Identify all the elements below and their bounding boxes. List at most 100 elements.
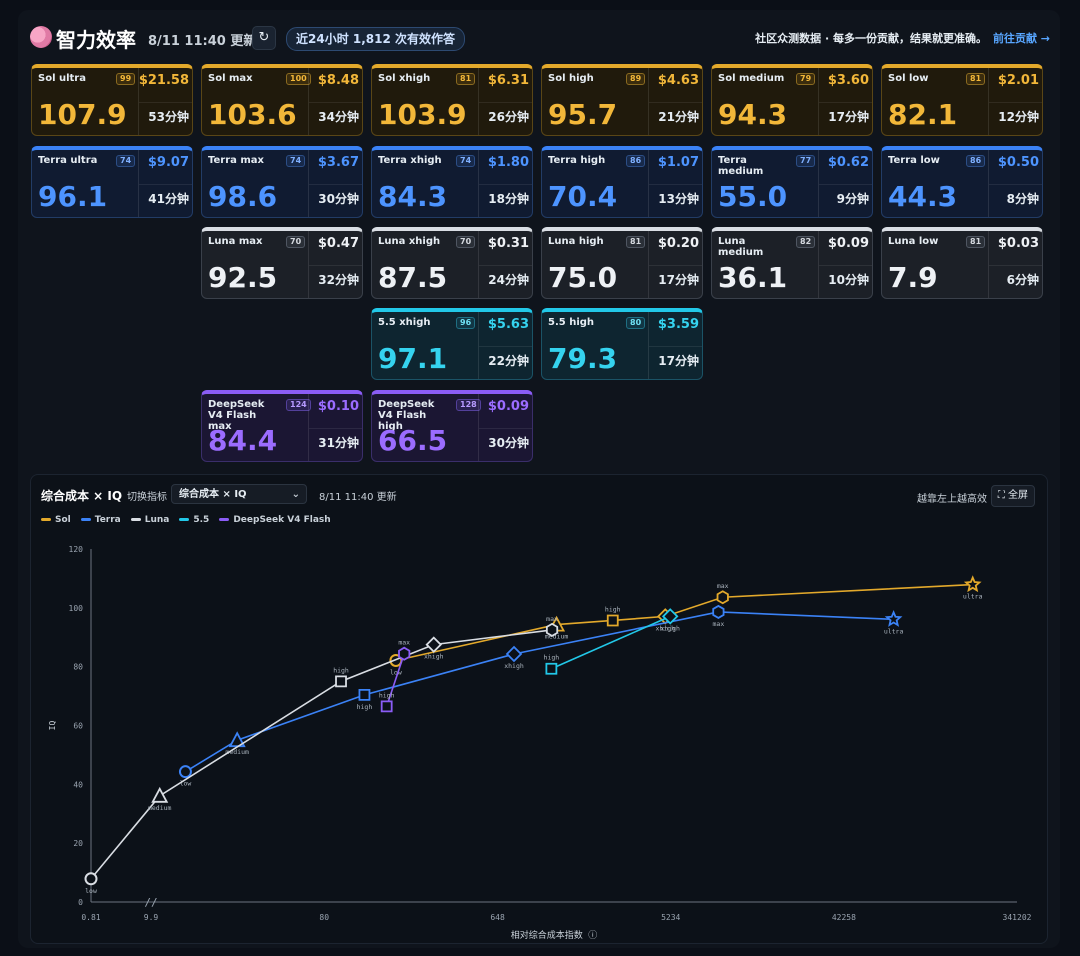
refresh-button[interactable]: ↻ [252, 26, 276, 50]
model-card[interactable]: DeepSeek V4 Flash high 128 66.5 $0.09 30分钟 [371, 390, 533, 462]
model-card[interactable]: Sol xhigh 81 103.9 $6.31 26分钟 [371, 64, 533, 136]
duration: 17分钟 [658, 273, 699, 287]
sample-count-badge: 89 [626, 73, 646, 85]
model-card[interactable]: Luna max 70 92.5 $0.47 32分钟 [201, 227, 363, 299]
model-card[interactable]: Terra low 86 44.3 $0.50 8分钟 [881, 146, 1043, 218]
model-card[interactable]: Terra ultra 74 96.1 $9.07 41分钟 [31, 146, 193, 218]
sample-count-badge: 81 [456, 73, 476, 85]
divider [479, 184, 532, 185]
model-name: Terra xhigh [378, 155, 442, 166]
point-label: high [605, 605, 621, 613]
model-card[interactable]: 5.5 xhigh 96 97.1 $5.63 22分钟 [371, 308, 533, 380]
model-card[interactable]: Luna medium 82 36.1 $0.09 10分钟 [711, 227, 873, 299]
point-label: xhigh [424, 653, 444, 661]
price: $0.47 [317, 236, 359, 251]
model-name: Terra ultra [38, 155, 98, 166]
cost-column: $3.67 30分钟 [308, 150, 362, 217]
scatter-line-chart: // 0 20 40 60 80 100 120 0.81 9.9 80 648 5234 42258 34… [48, 545, 1032, 941]
divider [819, 265, 872, 266]
model-name: Luna low [888, 236, 939, 247]
legend-item[interactable]: 5.5 [179, 515, 209, 525]
sample-count-badge: 80 [626, 317, 646, 329]
data-point [545, 622, 559, 637]
price: $6.31 [487, 73, 529, 88]
x-tick-label: 9.9 [144, 913, 159, 922]
sample-count-badge: 86 [966, 155, 986, 167]
cost-column: $0.50 8分钟 [988, 150, 1042, 217]
model-card[interactable]: Luna xhigh 70 87.5 $0.31 24分钟 [371, 227, 533, 299]
point-label: ultra [884, 627, 904, 635]
response-count-pill: 近24小时 1,812 次有效作答 [286, 27, 466, 51]
price: $3.59 [657, 317, 699, 332]
axis-break-mark: // [144, 896, 157, 909]
legend-swatch [80, 518, 91, 521]
community-text: 社区众测数据 · 每多一份贡献，结果就更准确。 [755, 32, 987, 45]
model-card[interactable]: Sol low 81 82.1 $2.01 12分钟 [881, 64, 1043, 136]
point-label: xhigh [655, 624, 675, 632]
metric-select[interactable]: 综合成本 × IQ ⌄ [171, 484, 307, 504]
point-label: high [333, 666, 349, 674]
data-point [380, 700, 393, 713]
point-label: high [379, 691, 395, 699]
divider [479, 265, 532, 266]
legend-label: Terra [94, 515, 121, 525]
chart-hint: 越靠左上越高效 [917, 494, 987, 505]
contribute-link[interactable]: 前往贡献 → [992, 32, 1050, 45]
model-card[interactable]: Sol ultra 99 107.9 $21.58 53分钟 [31, 64, 193, 136]
model-card[interactable]: Sol high 89 95.7 $4.63 21分钟 [541, 64, 703, 136]
price: $3.67 [317, 155, 359, 170]
point-label: high [544, 654, 560, 662]
divider [649, 265, 702, 266]
model-card[interactable]: 5.5 high 80 79.3 $3.59 17分钟 [541, 308, 703, 380]
price: $0.50 [997, 155, 1039, 170]
cost-column: $3.59 17分钟 [648, 312, 702, 379]
legend-item[interactable]: DeepSeek V4 Flash [219, 515, 331, 525]
model-card[interactable]: Luna high 81 75.0 $0.20 17分钟 [541, 227, 703, 299]
iq-score: 94.3 [718, 98, 788, 131]
point-label: xhigh [660, 624, 680, 632]
duration: 30分钟 [488, 436, 529, 450]
model-card[interactable]: DeepSeek V4 Flash max 124 84.4 $0.10 31分钟 [201, 390, 363, 462]
point-label: max [398, 639, 410, 647]
legend-item[interactable]: Sol [41, 515, 71, 525]
model-card[interactable]: Terra max 74 98.6 $3.67 30分钟 [201, 146, 363, 218]
divider [649, 184, 702, 185]
duration: 31分钟 [318, 436, 359, 450]
iq-score: 55.0 [718, 180, 788, 213]
duration: 53分钟 [148, 110, 189, 124]
y-tick-label: 60 [73, 722, 83, 731]
data-point [712, 604, 725, 619]
cost-column: $3.60 17分钟 [818, 68, 872, 135]
price: $4.63 [657, 73, 699, 88]
legend-item[interactable]: Terra [80, 515, 121, 525]
cost-column: $0.20 17分钟 [648, 231, 702, 298]
divider [309, 184, 362, 185]
legend-item[interactable]: Luna [130, 515, 169, 525]
model-name: Sol low [888, 73, 929, 84]
model-card[interactable]: Terra high 86 70.4 $1.07 13分钟 [541, 146, 703, 218]
model-card[interactable]: Sol max 100 103.6 $8.48 34分钟 [201, 64, 363, 136]
divider [819, 184, 872, 185]
model-name: Luna xhigh [378, 236, 441, 247]
iq-score: 44.3 [888, 180, 958, 213]
divider [989, 102, 1042, 103]
x-tick-label: 5234 [661, 913, 680, 922]
model-card[interactable]: Terra medium 77 55.0 $0.62 9分钟 [711, 146, 873, 218]
series-line [385, 653, 405, 707]
point-label: medium [148, 804, 172, 812]
fullscreen-button[interactable]: ⛶ 全屏 [990, 485, 1035, 507]
data-point [545, 662, 558, 675]
divider [819, 102, 872, 103]
model-card[interactable]: Sol medium 79 94.3 $3.60 17分钟 [711, 64, 873, 136]
series-line [185, 611, 894, 773]
series-line [551, 615, 671, 670]
model-card[interactable]: Terra xhigh 74 84.3 $1.80 18分钟 [371, 146, 533, 218]
model-name: Sol high [548, 73, 594, 84]
divider [309, 102, 362, 103]
x-tick-label: 648 [490, 913, 505, 922]
divider [139, 184, 192, 185]
point-label: ultra [963, 593, 983, 601]
duration: 10分钟 [828, 273, 869, 287]
price: $5.63 [487, 317, 529, 332]
model-card[interactable]: Luna low 81 7.9 $0.03 6分钟 [881, 227, 1043, 299]
